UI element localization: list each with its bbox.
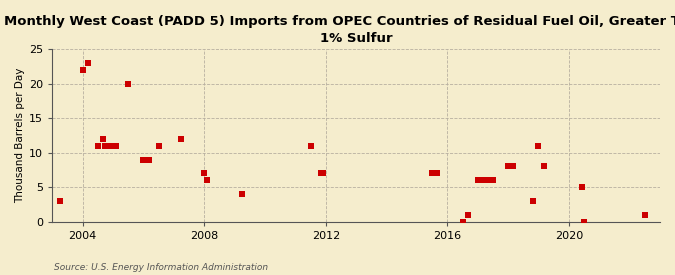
Point	[528, 199, 539, 203]
Point	[82, 60, 93, 65]
Point	[533, 144, 544, 148]
Point	[199, 171, 210, 175]
Title: Monthly West Coast (PADD 5) Imports from OPEC Countries of Residual Fuel Oil, Gr: Monthly West Coast (PADD 5) Imports from…	[4, 15, 675, 45]
Point	[472, 178, 483, 182]
Point	[432, 171, 443, 175]
Point	[201, 178, 212, 182]
Point	[427, 171, 437, 175]
Point	[477, 178, 488, 182]
Point	[108, 144, 119, 148]
Point	[508, 164, 518, 169]
Point	[176, 137, 187, 141]
Point	[98, 137, 109, 141]
Point	[237, 192, 248, 196]
Point	[123, 81, 134, 86]
Point	[487, 178, 498, 182]
Point	[483, 178, 493, 182]
Point	[92, 144, 103, 148]
Point	[305, 144, 316, 148]
Point	[457, 219, 468, 224]
Point	[138, 157, 149, 162]
Point	[639, 213, 650, 217]
Point	[576, 185, 587, 189]
Point	[103, 144, 113, 148]
Point	[100, 144, 111, 148]
Point	[78, 67, 88, 72]
Y-axis label: Thousand Barrels per Day: Thousand Barrels per Day	[15, 68, 25, 203]
Point	[55, 199, 65, 203]
Point	[503, 164, 514, 169]
Point	[143, 157, 154, 162]
Point	[153, 144, 164, 148]
Point	[538, 164, 549, 169]
Point	[462, 213, 473, 217]
Text: Source: U.S. Energy Information Administration: Source: U.S. Energy Information Administ…	[54, 263, 268, 272]
Point	[578, 219, 589, 224]
Point	[318, 171, 329, 175]
Point	[315, 171, 326, 175]
Point	[110, 144, 121, 148]
